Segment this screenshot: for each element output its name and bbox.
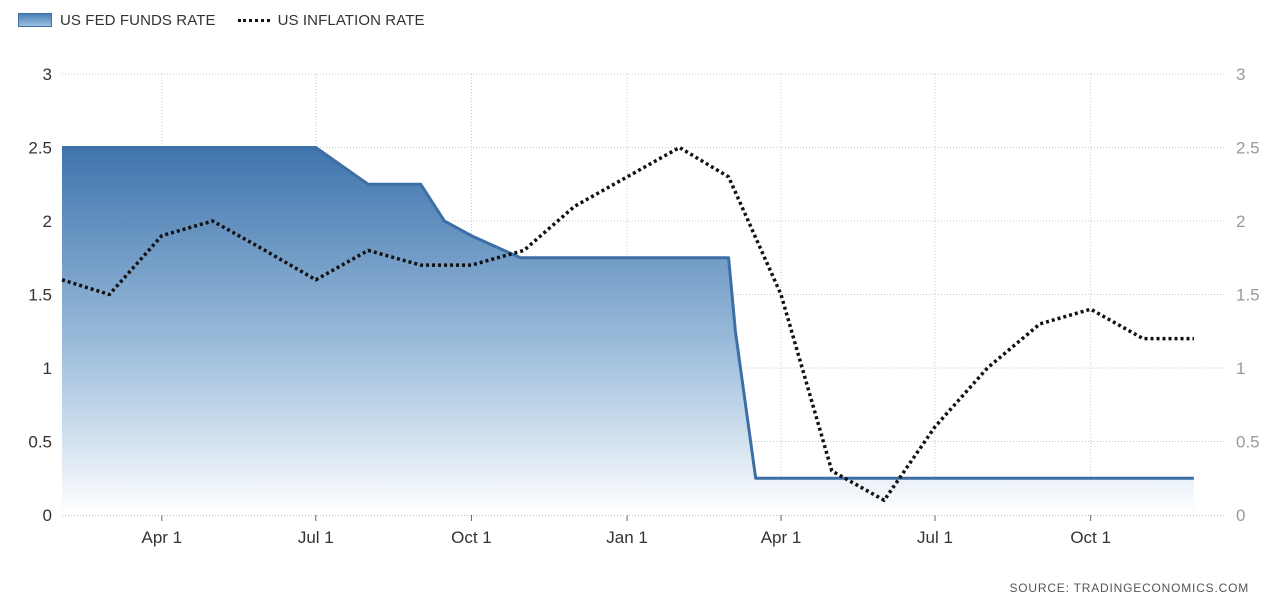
legend-item-inflation[interactable]: US INFLATION RATE [237, 11, 425, 29]
dotted-line-swatch-icon [237, 18, 270, 22]
y-tick-label-right: 2 [1236, 212, 1245, 231]
fed-funds-area-series [62, 146, 1194, 515]
x-tick-label: Apr 1 [141, 528, 182, 547]
legend-item-fed-funds[interactable]: US FED FUNDS RATE [18, 12, 216, 29]
fed-funds-area-fill [62, 147, 1194, 515]
area-swatch-icon [18, 13, 52, 27]
y-tick-label-left: 2 [43, 212, 52, 231]
y-tick-label-left: 0 [43, 506, 52, 525]
y-tick-label-left: 0.5 [28, 433, 52, 452]
x-tick-label: Jul 1 [917, 528, 953, 547]
x-tick-label: Jul 1 [298, 528, 334, 547]
y-tick-label-left: 1 [43, 359, 52, 378]
legend-label-fed-funds: US FED FUNDS RATE [60, 11, 216, 29]
legend: US FED FUNDS RATE US INFLATION RATE [18, 8, 425, 32]
x-tick-label: Oct 1 [1070, 528, 1111, 547]
inflation-line [61, 145, 1194, 503]
y-tick-label-right: 0.5 [1236, 433, 1260, 452]
x-tick-label: Apr 1 [761, 528, 802, 547]
y-tick-label-right: 1 [1236, 359, 1245, 378]
y-tick-label-right: 3 [1236, 65, 1245, 84]
y-tick-label-left: 3 [43, 65, 52, 84]
source-label[interactable]: SOURCE: TRADINGECONOMICS.COM [1009, 581, 1249, 595]
y-tick-label-right: 1.5 [1236, 286, 1260, 305]
inflation-line-series [61, 145, 1194, 503]
y-tick-label-left: 2.5 [28, 139, 52, 158]
x-tick-label: Jan 1 [606, 528, 648, 547]
x-tick-label: Oct 1 [451, 528, 492, 547]
y-tick-label-left: 1.5 [28, 286, 52, 305]
legend-label-inflation: US INFLATION RATE [277, 11, 425, 29]
y-tick-label-right: 2.5 [1236, 139, 1260, 158]
axes: 0 0 0.5 0.5 1 1 1.5 1.5 2 2 2.5 2.5 3 3 Apr 1 Jul 1 Oct … [28, 65, 1259, 547]
fed-funds-area-line [62, 146, 1194, 480]
y-tick-label-right: 0 [1236, 506, 1245, 525]
